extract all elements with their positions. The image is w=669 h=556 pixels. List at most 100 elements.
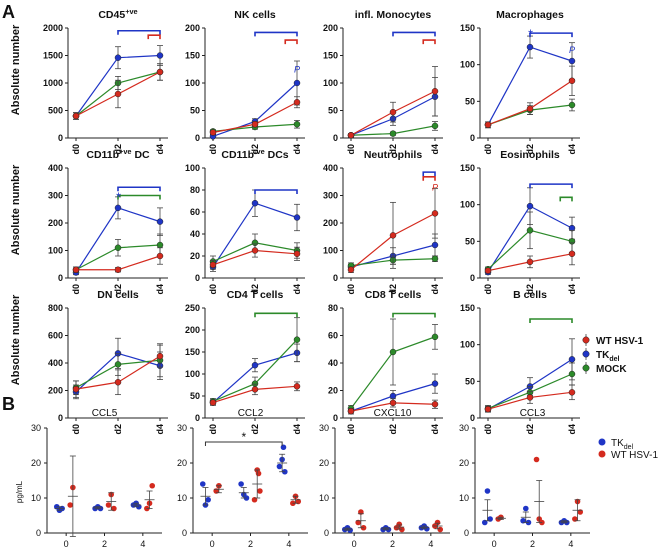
x-tick-label: d0 bbox=[71, 144, 81, 155]
y-tick-label: 0 bbox=[36, 528, 41, 538]
summary-wt-hsv-1 bbox=[106, 492, 117, 511]
chart-title: B cells bbox=[513, 289, 547, 301]
x-tick-label: 2 bbox=[248, 539, 253, 549]
y-tick-label: 200 bbox=[48, 218, 63, 228]
chart-title: NK cells bbox=[234, 9, 276, 21]
significance-label: * bbox=[115, 189, 121, 204]
chart-b-cells: B cells 0 50 100 150 d0 d2 d4 bbox=[460, 289, 580, 435]
chart-title: CD45+ve bbox=[98, 7, 137, 21]
y-tick-label: 50 bbox=[465, 376, 475, 386]
data-point bbox=[568, 389, 576, 396]
data-point bbox=[484, 405, 492, 413]
x-tick-label: d0 bbox=[71, 284, 81, 295]
scatter-point bbox=[67, 502, 73, 508]
data-point bbox=[251, 247, 259, 254]
y-tick-label: 300 bbox=[323, 191, 338, 201]
significance-bracket bbox=[529, 318, 573, 323]
chart-ccl2: CCL2 0 10 20 30 0 2 4 * bbox=[177, 408, 308, 549]
legend-marker bbox=[582, 364, 590, 372]
y-tick-label: 100 bbox=[460, 60, 475, 70]
scatter-point bbox=[533, 456, 540, 463]
x-tick-label: d0 bbox=[483, 284, 493, 295]
x-tick-label: d4 bbox=[292, 424, 302, 435]
data-point bbox=[293, 250, 301, 258]
chart-title: CD4 T cells bbox=[227, 289, 284, 301]
panel-label-b: B bbox=[2, 394, 15, 414]
x-tick-label: d2 bbox=[525, 424, 535, 435]
significance-bracket bbox=[422, 39, 436, 45]
significance-bracket bbox=[147, 34, 161, 40]
scatter-point bbox=[280, 444, 287, 451]
scatter-point bbox=[484, 488, 491, 494]
data-point bbox=[156, 218, 164, 225]
ylabel-b: pg/mL bbox=[15, 480, 24, 503]
y-tick-label: 50 bbox=[328, 106, 338, 116]
significance-label: * bbox=[527, 26, 533, 41]
x-tick-label: d2 bbox=[250, 284, 260, 295]
chart-title: CD11b+ve DC bbox=[86, 147, 150, 161]
significance-bracket bbox=[254, 189, 298, 194]
y-tick-label: 0 bbox=[58, 273, 63, 283]
significance-bracket bbox=[422, 176, 436, 181]
data-point bbox=[293, 79, 301, 87]
x-tick-label: d2 bbox=[388, 424, 398, 435]
data-point bbox=[251, 121, 259, 128]
data-point bbox=[431, 380, 439, 387]
y-tick-label: 30 bbox=[459, 423, 469, 433]
series-tkdel bbox=[72, 196, 164, 276]
y-tick-label: 0 bbox=[333, 133, 338, 143]
chart-nk-cells: NK cells 0 50 100 150 200 d0 d2 d4 P bbox=[185, 9, 305, 155]
data-point bbox=[431, 122, 439, 130]
series-wt-hsv-1 bbox=[484, 65, 576, 129]
x-tick-label: d0 bbox=[483, 424, 493, 435]
summary-tkdel bbox=[559, 520, 570, 524]
y-tick-label: 50 bbox=[190, 106, 200, 116]
scatter-point bbox=[276, 463, 283, 470]
x-tick-label: d2 bbox=[250, 424, 260, 435]
data-point bbox=[431, 88, 439, 95]
y-tick-label: 0 bbox=[195, 133, 200, 143]
series-wt-hsv-1 bbox=[209, 381, 301, 406]
x-tick-label: d4 bbox=[155, 424, 165, 435]
y-tick-label: 100 bbox=[185, 78, 200, 88]
chart-cd4-t-cells: CD4 T cells 0 50 100 150 200 250 d0 d2 d4 bbox=[185, 289, 305, 435]
y-tick-label: 2000 bbox=[43, 23, 63, 33]
y-tick-label: 20 bbox=[177, 458, 187, 468]
y-tick-label: 150 bbox=[185, 51, 200, 61]
significance-label: P bbox=[432, 182, 438, 192]
y-tick-label: 0 bbox=[324, 528, 329, 538]
x-tick-label: d4 bbox=[292, 284, 302, 295]
y-tick-label: 0 bbox=[333, 413, 338, 423]
y-tick-label: 0 bbox=[195, 273, 200, 283]
x-tick-label: 2 bbox=[390, 539, 395, 549]
legend-label: TKdel bbox=[596, 350, 620, 363]
data-point bbox=[293, 121, 301, 128]
chart-neutrophils: Neutrophils 0 100 200 300 400 d0 d2 d4 P bbox=[323, 149, 443, 295]
data-point bbox=[156, 252, 164, 260]
series-wt-hsv-1 bbox=[484, 384, 576, 413]
data-point bbox=[526, 202, 534, 210]
y-tick-label: 40 bbox=[328, 358, 338, 368]
y-tick-label: 100 bbox=[48, 246, 63, 256]
y-tick-label: 150 bbox=[460, 163, 475, 173]
data-point bbox=[526, 105, 534, 112]
y-tick-label: 80 bbox=[190, 185, 200, 195]
summary-wt-hsv-1 bbox=[394, 524, 405, 530]
significance-bracket bbox=[254, 312, 298, 318]
x-tick-label: 0 bbox=[210, 539, 215, 549]
chart-title: CD8 T cells bbox=[365, 289, 422, 301]
y-tick-label: 200 bbox=[323, 23, 338, 33]
data-point bbox=[568, 356, 576, 363]
series-wt-hsv-1 bbox=[209, 96, 301, 136]
y-tick-label: 0 bbox=[182, 528, 187, 538]
y-tick-label: 30 bbox=[177, 423, 187, 433]
data-point bbox=[389, 399, 397, 407]
series-wt-hsv-1 bbox=[209, 243, 301, 270]
y-tick-label: 0 bbox=[58, 133, 63, 143]
x-tick-label: d0 bbox=[71, 424, 81, 435]
data-point bbox=[293, 214, 301, 221]
significance-bracket bbox=[284, 39, 298, 45]
x-tick-label: d0 bbox=[208, 144, 218, 155]
svg-text:Absolute number: Absolute number bbox=[10, 294, 22, 385]
y-tick-label: 150 bbox=[460, 303, 475, 313]
